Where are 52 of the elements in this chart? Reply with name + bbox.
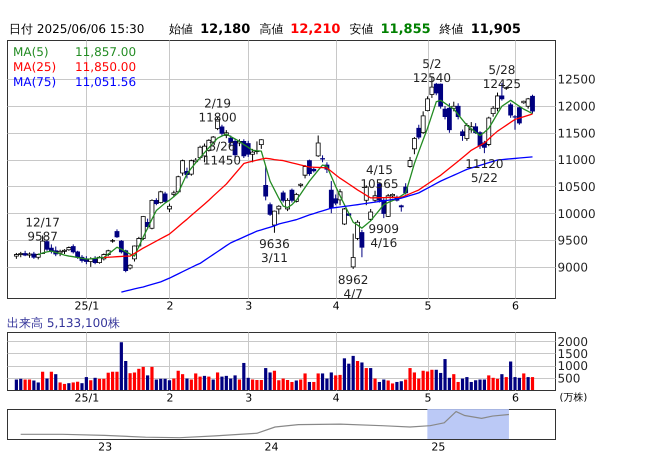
x-tick-label: 25 xyxy=(431,440,446,454)
x-tick-label: 23 xyxy=(98,440,112,454)
y-tick-label: 500 xyxy=(558,371,580,386)
annotation: 4/15 10565 xyxy=(360,162,399,191)
text: MA(5) xyxy=(13,45,49,59)
y-tick-label: 1000 xyxy=(558,359,588,374)
y-tick-label: 10000 xyxy=(558,206,596,221)
annotation: 5/2 12540 xyxy=(412,57,451,86)
x-tick-label: 3 xyxy=(245,300,252,312)
annotation: 5/28 12425 xyxy=(482,63,521,92)
y-tick-label: 12500 xyxy=(558,72,596,87)
x-tick-label: 4 xyxy=(332,392,340,404)
y-tick-label: 9000 xyxy=(558,260,588,274)
annotation: 8962 4/7 xyxy=(338,272,368,301)
x-tick-label: 2 xyxy=(166,392,174,404)
chart-title: 出来高 5,133,100株 xyxy=(7,316,120,330)
x-tick-label: 5 xyxy=(424,392,432,404)
x-tick-label: 4 xyxy=(332,300,340,312)
text: MA(25) xyxy=(13,60,56,74)
x-tick-label: 5 xyxy=(424,300,432,312)
y-tick-label: 11000 xyxy=(558,153,596,168)
text: 安値 xyxy=(350,22,374,36)
x-tick-label: 6 xyxy=(512,392,520,404)
x-tick-label: 6 xyxy=(512,300,520,312)
text: 12,210 xyxy=(290,22,340,37)
y-tick-label: 11500 xyxy=(558,126,596,140)
annotation: 2/19 11800 xyxy=(198,96,237,125)
y-tick-label: 9500 xyxy=(558,234,588,248)
annotation: 9636 3/11 xyxy=(259,236,290,265)
y-tick-label: 2000 xyxy=(558,334,588,349)
text: 終値 xyxy=(438,22,464,36)
y-tick-label: 10500 xyxy=(558,180,596,194)
y-tick-label: 1500 xyxy=(558,346,588,361)
text: MA(75) xyxy=(13,75,56,89)
y-tick-label: 12000 xyxy=(558,99,596,114)
text: 11,905 xyxy=(470,22,521,37)
text: 高値 xyxy=(259,22,284,36)
y-axis-title: (万株) xyxy=(560,392,588,404)
x-tick-label: 25/1 xyxy=(74,300,100,312)
text: 12,180 xyxy=(200,22,250,37)
annotation: 12/17 9587 xyxy=(25,215,60,244)
x-tick-label: 3 xyxy=(245,392,252,404)
x-tick-label: 2 xyxy=(166,300,174,312)
x-tick-label: 25/1 xyxy=(74,392,100,404)
annotation: 11,051.56 xyxy=(75,75,136,89)
annotation: 9909 4/16 xyxy=(368,222,400,250)
x-tick-label: 24 xyxy=(264,440,278,454)
text: 始値 xyxy=(169,22,194,36)
text: 11,855 xyxy=(380,22,431,37)
annotation: 11,850.00 xyxy=(75,60,136,74)
chart-title: 日付 2025/06/06 15:30 xyxy=(9,22,144,36)
annotation: 11,857.00 xyxy=(75,45,136,59)
